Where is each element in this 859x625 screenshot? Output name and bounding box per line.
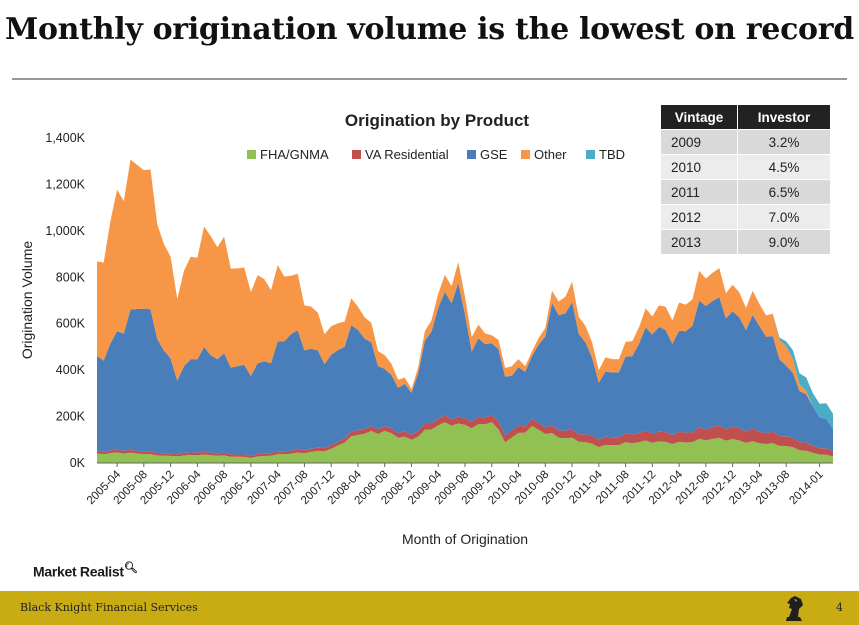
knight-logo-icon <box>786 596 803 621</box>
table-row: 2010 4.5% <box>660 154 831 180</box>
legend-label: TBD <box>599 147 625 162</box>
legend-label: Other <box>534 147 567 162</box>
legend-label: GSE <box>480 147 508 162</box>
investor-cell: 9.0% <box>737 229 831 255</box>
vintage-cell: 2009 <box>660 129 738 155</box>
page-number: 4 <box>836 601 843 614</box>
chart-title: Origination by Product <box>345 111 530 130</box>
y-axis: 0K 200K 400K 600K 800K 1,000K 1,200K 1,400K <box>45 131 85 470</box>
table-row: 2013 9.0% <box>660 229 831 255</box>
vintage-cell: 2012 <box>660 204 738 230</box>
legend-swatch <box>586 150 595 159</box>
y-tick-label: 1,000K <box>45 224 85 238</box>
y-tick-label: 600K <box>56 317 86 331</box>
legend-label: VA Residential <box>365 147 449 162</box>
investor-cell: 6.5% <box>737 179 831 205</box>
investor-cell: 7.0% <box>737 204 831 230</box>
table-row: 2012 7.0% <box>660 204 831 230</box>
vintage-cell: 2010 <box>660 154 738 180</box>
table-header-investor: Investor <box>737 104 831 130</box>
y-tick-label: 0K <box>70 456 86 470</box>
x-axis-label: Month of Origination <box>402 531 528 547</box>
y-tick-label: 1,400K <box>45 131 85 145</box>
area-other <box>97 159 833 430</box>
legend-swatch <box>467 150 476 159</box>
y-tick-label: 400K <box>56 363 86 377</box>
slide-title: Monthly origination volume is the lowest… <box>5 12 854 47</box>
chart-legend: FHA/GNMA VA Residential GSE Other TBD <box>247 147 625 162</box>
footer-company: Black Knight Financial Services <box>20 601 198 614</box>
x-tick-label: 2014-01 <box>787 469 825 507</box>
area-fha-gnma <box>97 422 833 463</box>
y-tick-label: 1,200K <box>45 177 85 191</box>
vintage-cell: 2013 <box>660 229 738 255</box>
chart-plot-area <box>97 159 833 464</box>
footer-bar: Black Knight Financial Services 4 <box>0 591 859 625</box>
area-chart: Origination by Product FHA/GNMA VA Reside… <box>19 111 833 547</box>
vintage-investor-table: Vintage Investor 2009 3.2% 2010 4.5% 201… <box>660 104 831 255</box>
legend-swatch <box>521 150 530 159</box>
area-va-residential <box>97 415 833 458</box>
area-gse <box>97 282 833 456</box>
legend-swatch <box>352 150 361 159</box>
legend-swatch <box>247 150 256 159</box>
magnifier-icon: 🔍︎ <box>123 562 138 574</box>
x-axis: 2005-042005-082005-122006-042006-082006-… <box>85 463 826 507</box>
table-row: 2009 3.2% <box>660 129 831 155</box>
y-tick-label: 200K <box>56 410 86 424</box>
vintage-cell: 2011 <box>660 179 738 205</box>
title-divider <box>12 78 847 80</box>
watermark-text: Market Realist <box>33 563 124 580</box>
legend-label: FHA/GNMA <box>260 147 329 162</box>
y-axis-label: Origination Volume <box>19 241 35 360</box>
y-tick-label: 800K <box>56 270 86 284</box>
table-row: 2011 6.5% <box>660 179 831 205</box>
market-realist-watermark: Market Realist🔍︎ <box>33 561 138 580</box>
table-header-vintage: Vintage <box>660 104 738 130</box>
investor-cell: 3.2% <box>737 129 831 155</box>
investor-cell: 4.5% <box>737 154 831 180</box>
